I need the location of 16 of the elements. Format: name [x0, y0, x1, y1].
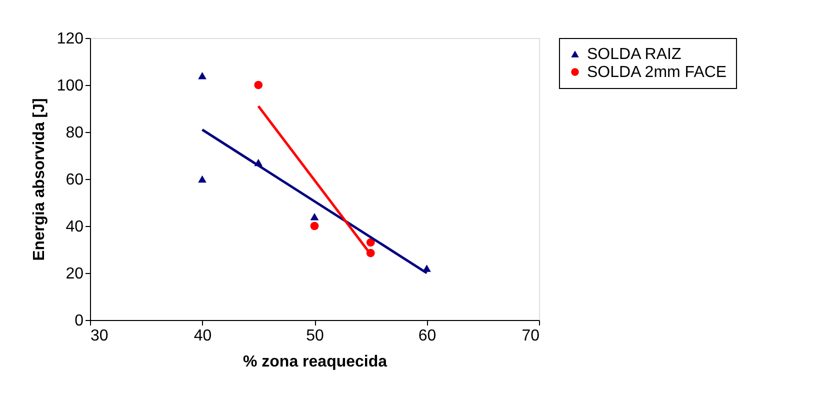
x-tick-label: 70: [522, 328, 540, 344]
legend-label: SOLDA RAIZ: [587, 46, 682, 63]
y-tick-label: 20: [66, 266, 84, 282]
y-tick-label: 80: [66, 124, 84, 142]
y-axis-title: Energia absorvida [J]: [30, 98, 48, 261]
y-tick-label: 100: [56, 78, 84, 94]
legend-label: SOLDA 2mm FACE: [587, 64, 727, 81]
y-tick-label: 0: [74, 312, 84, 330]
x-tick-label: 30: [90, 328, 108, 344]
x-tick-label: 60: [418, 328, 436, 344]
y-tick-label: 40: [66, 218, 84, 236]
x-tick-label: 40: [194, 328, 212, 344]
y-tick-label: 60: [66, 172, 84, 188]
x-tick-label: 50: [306, 328, 324, 344]
x-axis-title: % zona reaquecida: [242, 354, 388, 370]
y-tick-label: 120: [56, 30, 84, 48]
